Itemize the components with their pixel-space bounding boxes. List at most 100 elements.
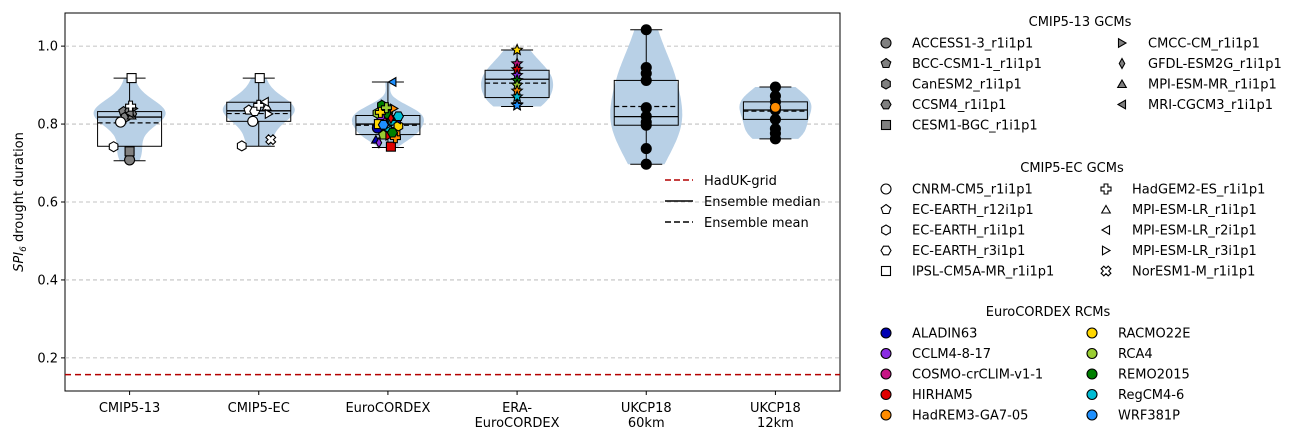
data-point (259, 96, 269, 108)
legend-label: RCA4 (1118, 347, 1153, 362)
legend-marker (1100, 183, 1112, 195)
data-point (769, 133, 781, 145)
legend-label: CNRM-CM5_r1i1p1 (912, 183, 1033, 198)
data-point (387, 76, 397, 88)
data-point (124, 154, 136, 166)
legend-label: EC-EARTH_r12i1p1 (912, 203, 1034, 218)
data-point (392, 111, 405, 122)
legend-marker (1086, 388, 1098, 401)
data-point (126, 73, 137, 84)
data-points (108, 24, 781, 170)
data-point (640, 24, 652, 36)
legend-label: EC-EARTH_r3i1p1 (912, 244, 1025, 259)
legend-marker-shape (1100, 265, 1112, 277)
legend-block: CMIP5-EC GCMs CNRM-CM5_r1i1p1 EC-EARTH_r12… (880, 161, 1265, 280)
legend-marker (880, 245, 892, 256)
violin-ukcp18-60km (610, 29, 683, 165)
x-tick-label: CMIP5-13 (99, 401, 160, 416)
legend-label: NorESM1-M_r1i1p1 (1132, 265, 1255, 280)
data-point (510, 98, 524, 111)
legend-marker (880, 347, 892, 360)
legend-label: MPI-ESM-MR_r1i1p1 (1148, 78, 1277, 93)
data-point (254, 73, 265, 84)
legend-marker (880, 265, 892, 277)
legend-block: CMIP5-13 GCMs ACCESS1-3_r1i1p1 BCC-CSM1-1_… (880, 15, 1282, 134)
legend-marker (1117, 37, 1128, 49)
legend-marker (1116, 78, 1128, 89)
data-point (236, 140, 247, 152)
legend-label: MPI-ESM-LR_r3i1p1 (1132, 244, 1257, 259)
data-point (377, 119, 390, 130)
y-tick-label: 0.4 (37, 273, 58, 288)
legend-label: CCSM4_r1i1p1 (912, 98, 1006, 113)
violins (93, 29, 812, 165)
legend-label: IPSL-CM5A-MR_r1i1p1 (912, 265, 1054, 280)
legend-title: CMIP5-13 GCMs (1029, 15, 1132, 30)
box-plots (97, 29, 808, 165)
line-legend: HadUK-grid Ensemble median Ensemble mean (665, 174, 821, 231)
legend-marker (1101, 245, 1112, 256)
legend-label: EC-EARTH_r1i1p1 (912, 224, 1025, 239)
data-point (374, 106, 386, 118)
legend-marker (881, 224, 891, 236)
data-point (640, 74, 652, 86)
y-tick-label: 0.8 (37, 118, 58, 133)
legend-marker (880, 99, 892, 110)
x-tick-label: CMIP5-EC (228, 401, 290, 416)
x-tick-label: EuroCORDEX (345, 401, 430, 416)
data-point (253, 99, 265, 111)
y-tick-label: 1.0 (37, 40, 58, 55)
legend-label: ALADIN63 (912, 327, 977, 342)
legend-label: HIRHAM5 (912, 388, 973, 403)
data-point (247, 115, 259, 127)
legend-marker (880, 37, 892, 49)
y-tick-label: 0.2 (37, 351, 58, 366)
legend-label: REMO2015 (1118, 368, 1190, 383)
legend-label: RACMO22E (1118, 327, 1190, 342)
legend-label: CMCC-CM_r1i1p1 (1148, 37, 1260, 52)
legend-marker (1100, 224, 1111, 236)
data-point (265, 133, 277, 146)
data-point (264, 108, 274, 120)
legend-marker (1086, 368, 1098, 380)
data-point (124, 146, 135, 157)
legend-label: CCLM4-8-17 (912, 347, 991, 362)
legend-label: MPI-ESM-LR_r1i1p1 (1132, 203, 1257, 218)
data-point (108, 141, 119, 153)
legend-marker (1086, 409, 1098, 421)
data-point (640, 143, 652, 155)
legend-marker (880, 327, 892, 339)
axes: 0.2 0.4 0.6 0.8 1.0 CMIP5-13 CMIP5-EC EuroCORDE… (37, 40, 801, 431)
line-legend-label: Ensemble median (704, 195, 821, 210)
data-point (115, 116, 127, 128)
legend-title: CMIP5-EC GCMs (1020, 161, 1124, 176)
data-point (125, 100, 137, 112)
data-point (387, 112, 395, 125)
legend-label: ACCESS1-3_r1i1p1 (912, 37, 1033, 52)
line-legend-label: HadUK-grid (704, 174, 777, 189)
legend-label: HadGEM2-ES_r1i1p1 (1132, 183, 1265, 198)
data-point (640, 119, 652, 131)
y-tick-label: 0.6 (37, 196, 58, 211)
legend-label: GFDL-ESM2G_r1i1p1 (1148, 57, 1282, 72)
legend-label: WRF381P (1118, 409, 1180, 424)
legend-title: EuroCORDEX RCMs (986, 305, 1111, 320)
data-point (769, 101, 781, 113)
data-point (640, 158, 652, 170)
x-tick-label: ERA-EuroCORDEX (475, 401, 560, 431)
line-legend-label: Ensemble mean (704, 216, 809, 231)
x-tick-label: UKCP18 12km (750, 401, 801, 431)
x-tick-label: UKCP18 60km (621, 401, 672, 431)
legend-marker (1086, 347, 1098, 360)
legend-label: MRI-CGCM3_r1i1p1 (1148, 98, 1273, 113)
legend-marker (1116, 99, 1127, 110)
legend-marker (1100, 265, 1112, 277)
legend-marker (880, 388, 892, 401)
legend-marker (1100, 204, 1112, 214)
data-point (385, 141, 396, 152)
legend-marker (881, 78, 891, 90)
legend-label: MPI-ESM-LR_r2i1p1 (1132, 224, 1257, 239)
legend-label: BCC-CSM1-1_r1i1p1 (912, 57, 1042, 72)
legend-marker (880, 368, 892, 380)
